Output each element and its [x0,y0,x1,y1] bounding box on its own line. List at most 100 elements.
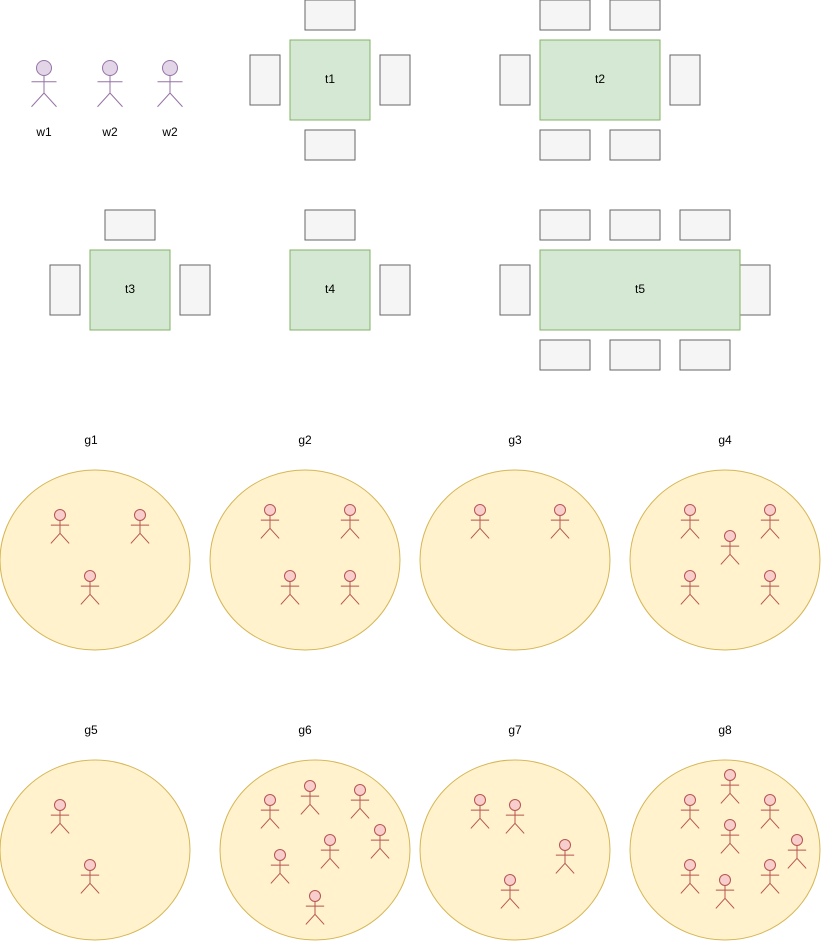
waiter-2[interactable]: w2 [97,60,123,140]
guest-figure[interactable] [555,839,575,874]
chair[interactable] [539,339,591,371]
waiter-figure[interactable] [157,60,183,108]
guest-figure[interactable] [505,799,525,834]
group-label: g5 [84,723,98,737]
guest-figure[interactable] [80,859,100,894]
guest-figure[interactable] [80,570,100,605]
guest-figure[interactable] [300,780,320,815]
table-label: t2 [595,72,605,86]
table-label: t1 [325,72,335,86]
guest-figure[interactable] [260,504,280,539]
group-7[interactable]: g7 [419,723,611,941]
guest-figure[interactable] [787,834,807,869]
waiter-figure[interactable] [97,60,123,108]
chair[interactable] [609,339,661,371]
guest-figure[interactable] [50,799,70,834]
table-1[interactable]: t1 [249,0,411,161]
group-6[interactable]: g6 [219,723,411,941]
chair[interactable] [679,339,731,371]
group-4[interactable]: g4 [629,433,821,651]
table-top[interactable] [289,249,371,331]
chair[interactable] [539,0,591,31]
group-area[interactable] [0,469,191,651]
guest-figure[interactable] [680,504,700,539]
chair[interactable] [609,129,661,161]
waiter-label: w2 [101,125,118,139]
guest-figure[interactable] [340,570,360,605]
guest-figure[interactable] [370,824,390,859]
chair[interactable] [539,209,591,241]
table-label: t3 [125,282,135,296]
guest-figure[interactable] [715,874,735,909]
guest-figure[interactable] [550,504,570,539]
guest-figure[interactable] [320,834,340,869]
group-area[interactable] [209,469,401,651]
waiter-3[interactable]: w2 [157,60,183,140]
chair[interactable] [679,209,731,241]
guest-figure[interactable] [470,794,490,829]
guest-figure[interactable] [305,890,325,925]
guest-figure[interactable] [760,570,780,605]
group-2[interactable]: g2 [209,433,401,651]
table-label: t5 [635,282,645,296]
waiter-figure[interactable] [31,60,57,108]
guest-figure[interactable] [760,859,780,894]
guest-figure[interactable] [500,874,520,909]
table-5[interactable]: t5 [499,209,771,371]
chair[interactable] [49,264,81,316]
group-area[interactable] [0,759,191,941]
group-5[interactable]: g5 [0,723,191,941]
guest-figure[interactable] [760,794,780,829]
group-area[interactable] [419,469,611,651]
guest-figure[interactable] [340,504,360,539]
chair[interactable] [379,54,411,106]
chair[interactable] [609,209,661,241]
guest-figure[interactable] [720,819,740,854]
guest-figure[interactable] [720,530,740,565]
guest-figure[interactable] [680,570,700,605]
group-label: g1 [84,433,98,447]
chair[interactable] [304,0,356,31]
chair[interactable] [304,129,356,161]
table-top[interactable] [89,249,171,331]
table-2[interactable]: t2 [499,0,701,161]
table-4[interactable]: t4 [289,209,411,331]
guest-figure[interactable] [350,784,370,819]
group-label: g8 [718,723,732,737]
chair[interactable] [669,54,701,106]
group-label: g3 [508,433,522,447]
chair[interactable] [739,264,771,316]
chair[interactable] [249,54,281,106]
chair[interactable] [304,209,356,241]
guest-figure[interactable] [720,769,740,804]
group-1[interactable]: g1 [0,433,191,651]
guest-figure[interactable] [760,504,780,539]
group-label: g4 [718,433,732,447]
guest-figure[interactable] [280,570,300,605]
waiter-1[interactable]: w1 [31,60,57,140]
chair[interactable] [179,264,211,316]
group-area[interactable] [419,759,611,941]
waiter-label: w1 [35,125,52,139]
chair[interactable] [499,264,531,316]
chair[interactable] [539,129,591,161]
chair[interactable] [104,209,156,241]
guest-figure[interactable] [130,509,150,544]
guest-figure[interactable] [270,849,290,884]
group-8[interactable]: g8 [629,723,821,941]
group-3[interactable]: g3 [419,433,611,651]
table-top[interactable] [539,39,661,121]
guest-figure[interactable] [470,504,490,539]
table-top[interactable] [289,39,371,121]
guest-figure[interactable] [680,859,700,894]
table-3[interactable]: t3 [49,209,211,331]
guest-figure[interactable] [680,794,700,829]
chair[interactable] [379,264,411,316]
chair[interactable] [609,0,661,31]
chair[interactable] [499,54,531,106]
group-label: g7 [508,723,522,737]
guest-figure[interactable] [50,509,70,544]
table-top[interactable] [539,249,741,331]
guest-figure[interactable] [260,794,280,829]
